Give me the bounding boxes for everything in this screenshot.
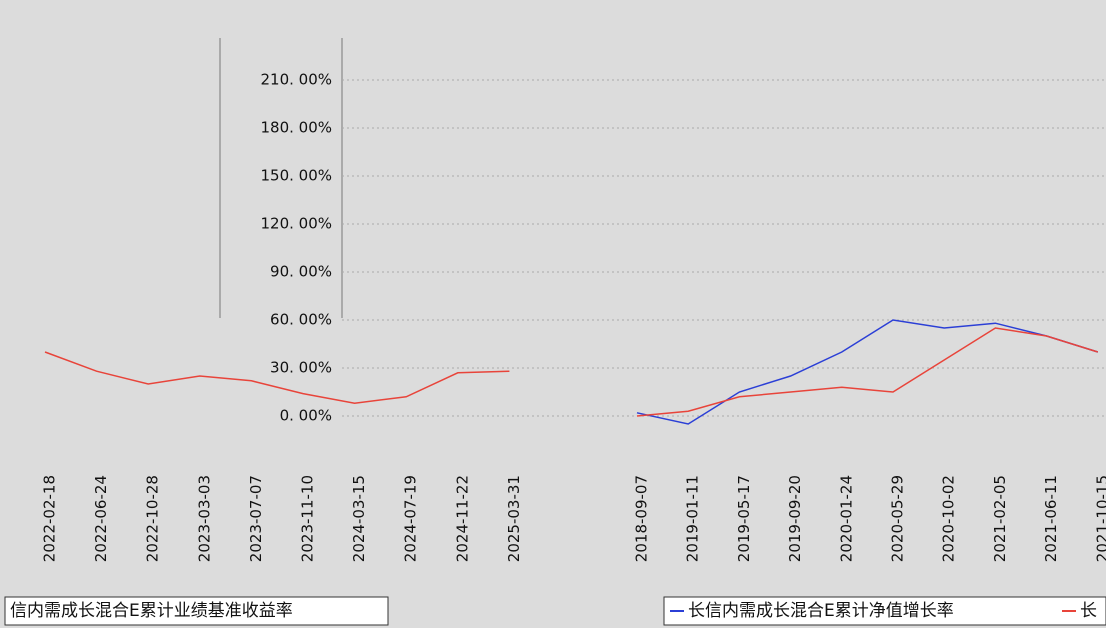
x-tick-label: 2023-11-10 [299,475,317,562]
legend-label: 长信内需成长混合E累计净值增长率 [688,601,954,621]
y-tick-label: 0. 00% [280,407,332,425]
y-tick-label: 120. 00% [260,215,332,233]
y-tick-label: 210. 00% [260,71,332,89]
x-tick-label: 2019-01-11 [684,475,702,562]
x-tick-label: 2025-03-31 [505,475,523,562]
x-tick-label: 2021-02-05 [991,475,1009,562]
series-line [637,320,1098,424]
legend-label: 信内需成长混合E累计业绩基准收益率 [10,601,293,621]
x-tick-label: 2024-11-22 [453,475,471,562]
y-tick-label: 60. 00% [270,311,332,329]
x-tick-label: 2018-09-07 [633,475,651,562]
chart: 2022-02-18 2022-06-24 2022-10-28 2023-03-03… [0,0,1106,628]
x-tick-label: 2021-10-15 [1093,475,1106,562]
y-tick-label: 30. 00% [270,359,332,377]
x-tick-label: 2024-03-15 [350,475,368,562]
x-tick-label: 2019-09-20 [786,475,804,562]
x-tick-label: 2022-02-18 [41,475,59,562]
y-tick-label: 180. 00% [260,119,332,137]
x-tick-label: 2020-10-02 [940,475,958,562]
x-tick-label: 2022-10-28 [144,475,162,562]
series-line [637,328,1098,416]
x-tick-label: 2023-07-07 [247,475,265,562]
x-tick-label: 2019-05-17 [735,475,753,562]
y-tick-label: 90. 00% [270,263,332,281]
x-tick-label: 2021-06-11 [1042,475,1060,562]
x-tick-label: 2023-03-03 [195,475,213,562]
x-tick-label: 2020-05-29 [889,475,907,562]
x-tick-label: 2024-07-19 [402,475,420,562]
x-tick-label: 2020-01-24 [837,475,855,562]
x-tick-label: 2022-06-24 [92,475,110,562]
y-tick-label: 150. 00% [260,167,332,185]
legend-label: 长 [1080,601,1097,621]
